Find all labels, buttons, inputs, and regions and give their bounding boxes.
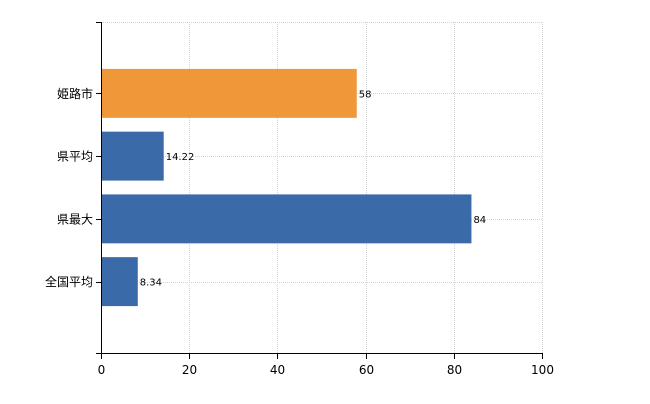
data-label-3: 84 [473,215,486,226]
category-label-2: 県平均 [57,150,93,164]
x-tick-label-80: 80 [447,363,462,377]
axes-layer [96,22,543,359]
bar-3 [102,194,472,244]
x-tick-label-60: 60 [359,363,374,377]
bar-2 [102,131,164,181]
data-label-2: 14.22 [166,152,195,163]
category-label-1: 姫路市 [57,86,93,101]
bar-1 [102,68,357,118]
x-tick-label-100: 100 [531,363,554,377]
x-tick-label-0: 0 [98,363,106,377]
data-label-4: 8.34 [140,278,162,289]
category-label-4: 全国平均 [45,274,93,289]
category-label-3: 県最大 [57,212,93,226]
bar-4 [102,257,138,307]
x-tick-label-20: 20 [182,363,197,377]
bars-layer [102,68,472,307]
x-tick-label-40: 40 [270,363,285,377]
data-label-1: 58 [359,89,372,100]
